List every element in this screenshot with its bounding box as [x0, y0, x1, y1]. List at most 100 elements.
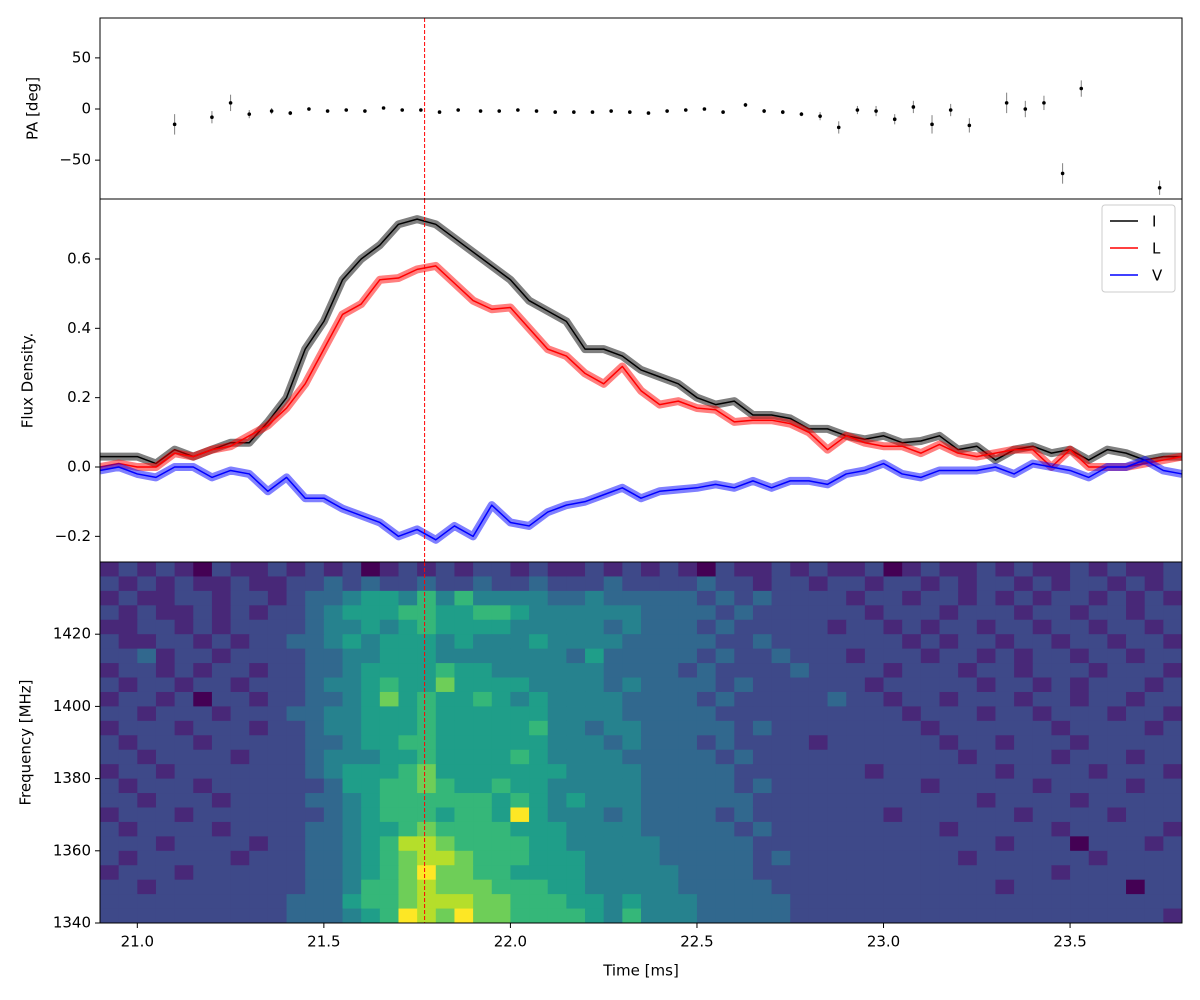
heatmap-cell — [267, 908, 288, 924]
heatmap-cell — [566, 648, 586, 664]
heatmap-cell — [305, 576, 325, 592]
heatmap-cell — [417, 778, 437, 794]
heatmap-cell — [678, 778, 698, 794]
heatmap-cell — [790, 590, 810, 606]
legend-label: I — [1152, 213, 1156, 231]
heatmap-cell — [155, 879, 176, 895]
heatmap-cell — [603, 677, 623, 693]
heatmap-cell — [118, 850, 138, 866]
heatmap-cell — [398, 879, 418, 895]
heatmap-cell — [883, 619, 903, 635]
x-tick-label: 21.0 — [121, 933, 154, 951]
heatmap-cell — [1014, 908, 1034, 924]
heatmap-cell — [827, 677, 847, 693]
heatmap-cell — [305, 850, 325, 866]
heatmap-cell — [342, 619, 362, 635]
heatmap-cell — [1163, 865, 1183, 881]
heatmap-cell — [137, 648, 157, 664]
heatmap-cell — [939, 663, 959, 679]
heatmap-cell — [1163, 634, 1183, 650]
heatmap-cell — [267, 590, 288, 606]
heatmap-cell — [211, 821, 232, 837]
heatmap-cell — [1014, 793, 1034, 808]
heatmap-cell — [547, 735, 567, 751]
heatmap-cell — [1144, 865, 1164, 881]
heatmap-cell — [100, 879, 120, 895]
heatmap-cell — [659, 634, 679, 650]
heatmap-cell — [417, 720, 437, 736]
heatmap-cell — [100, 793, 120, 808]
heatmap-cell — [155, 807, 176, 823]
heatmap-cell — [958, 749, 978, 765]
heatmap-cell — [958, 605, 978, 621]
heatmap-cell — [771, 836, 791, 852]
heatmap-cell — [734, 735, 754, 751]
heatmap-cell — [491, 764, 511, 780]
data-point — [780, 110, 785, 114]
heatmap-cell — [286, 850, 306, 866]
heatmap-cell — [547, 605, 567, 621]
heatmap-cell — [1163, 576, 1183, 592]
y-tick-label: 1360 — [53, 841, 91, 859]
heatmap-cell — [715, 605, 735, 621]
heatmap-cell — [491, 865, 511, 881]
heatmap-cell — [678, 576, 698, 592]
heatmap-cell — [1014, 778, 1034, 794]
heatmap-cell — [976, 836, 996, 852]
heatmap-cell — [379, 634, 399, 650]
heatmap-cell — [808, 807, 829, 823]
heatmap-cell — [137, 894, 157, 910]
heatmap-cell — [846, 720, 866, 736]
heatmap-cell — [398, 576, 418, 592]
heatmap-cell — [939, 590, 959, 606]
heatmap-cell — [211, 749, 232, 765]
heatmap-cell — [211, 677, 232, 693]
heatmap-cell — [1014, 619, 1034, 635]
data-point — [344, 108, 349, 112]
heatmap-cell — [1163, 836, 1183, 852]
heatmap-cell — [715, 764, 735, 780]
heatmap-cell — [174, 648, 194, 664]
heatmap-cell — [864, 735, 885, 751]
heatmap-cell — [659, 793, 679, 808]
heatmap-cell — [827, 894, 847, 910]
data-point — [1023, 107, 1028, 111]
heatmap-cell — [995, 648, 1015, 664]
heatmap-cell — [510, 749, 530, 765]
heatmap-cell — [958, 576, 978, 592]
heatmap-cell — [1032, 735, 1052, 751]
heatmap-cell — [920, 793, 940, 808]
heatmap-cell — [398, 720, 418, 736]
heatmap-cell — [771, 562, 791, 577]
heatmap-cell — [790, 735, 810, 751]
heatmap-cell — [323, 562, 344, 577]
series-line — [100, 218, 1182, 465]
heatmap-cell — [398, 677, 418, 693]
heatmap-cell — [659, 749, 679, 765]
heatmap-cell — [696, 749, 717, 765]
heatmap-cell — [846, 865, 866, 881]
heatmap-cell — [622, 720, 642, 736]
heatmap-cell — [286, 648, 306, 664]
heatmap-cell — [491, 894, 511, 910]
heatmap-cell — [454, 865, 474, 881]
heatmap-cell — [174, 793, 194, 808]
heatmap-cell — [305, 836, 325, 852]
heatmap-cell — [417, 879, 437, 895]
heatmap-cell — [529, 605, 549, 621]
heatmap-cell — [920, 677, 940, 693]
heatmap-cell — [1126, 793, 1146, 808]
heatmap-cell — [958, 590, 978, 606]
heatmap-cell — [174, 590, 194, 606]
heatmap-cell — [603, 634, 623, 650]
heatmap-cell — [342, 821, 362, 837]
heatmap-cell — [1032, 821, 1052, 837]
heatmap-cell — [902, 836, 922, 852]
heatmap-cell — [417, 605, 437, 621]
heatmap-cell — [734, 605, 754, 621]
heatmap-cell — [361, 821, 381, 837]
heatmap-cell — [566, 836, 586, 852]
heatmap-cell — [529, 677, 549, 693]
heatmap-cell — [491, 706, 511, 722]
heatmap-cell — [827, 735, 847, 751]
